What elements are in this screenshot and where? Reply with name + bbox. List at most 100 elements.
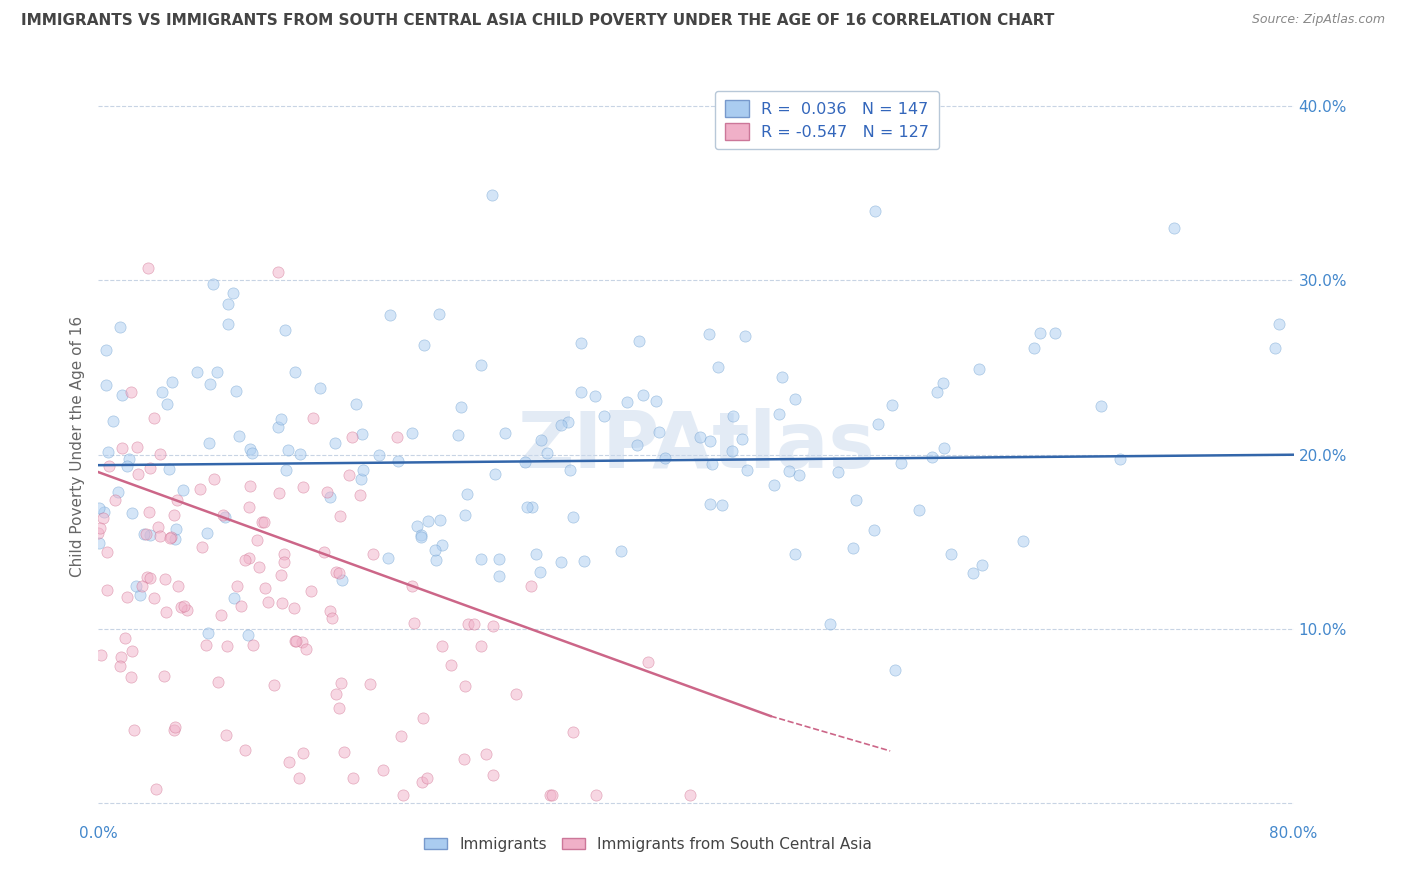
Point — [110, 649, 132, 664]
Point — [97, 444, 120, 458]
Y-axis label: Child Poverty Under the Age of 16: Child Poverty Under the Age of 16 — [69, 316, 84, 576]
Point — [145, 781, 167, 796]
Point — [273, 555, 295, 569]
Point — [170, 599, 193, 614]
Point — [225, 579, 247, 593]
Point — [411, 775, 433, 789]
Point — [239, 479, 262, 493]
Point — [454, 679, 477, 693]
Point — [325, 565, 347, 579]
Point — [1109, 452, 1132, 467]
Point — [593, 409, 616, 424]
Point — [236, 628, 259, 642]
Point — [256, 595, 278, 609]
Point — [134, 527, 156, 541]
Point — [453, 752, 475, 766]
Point — [367, 448, 389, 462]
Point — [299, 584, 322, 599]
Point — [387, 454, 409, 468]
Point — [173, 599, 195, 614]
Point — [96, 583, 118, 598]
Point — [215, 639, 238, 653]
Point — [339, 468, 361, 483]
Point — [699, 434, 721, 448]
Point — [457, 617, 479, 632]
Point — [166, 493, 188, 508]
Point — [342, 430, 364, 444]
Point — [385, 430, 409, 444]
Point — [456, 487, 478, 501]
Point — [572, 553, 595, 567]
Point — [166, 579, 188, 593]
Point — [377, 551, 399, 566]
Point — [125, 441, 148, 455]
Point — [488, 569, 510, 583]
Point — [330, 676, 353, 690]
Point — [229, 599, 252, 614]
Point — [450, 400, 472, 414]
Point — [120, 384, 142, 399]
Point — [138, 505, 160, 519]
Point — [389, 729, 412, 743]
Point — [108, 319, 131, 334]
Point — [401, 425, 423, 440]
Point — [252, 515, 274, 529]
Point — [562, 509, 585, 524]
Point — [143, 591, 166, 606]
Point — [94, 343, 117, 358]
Point — [239, 442, 262, 456]
Point — [214, 509, 236, 524]
Point — [447, 428, 470, 442]
Point — [124, 723, 146, 737]
Point — [520, 500, 543, 514]
Point — [1022, 341, 1045, 355]
Point — [228, 429, 250, 443]
Point — [186, 365, 208, 379]
Point — [129, 588, 152, 602]
Point — [425, 553, 447, 567]
Text: Source: ZipAtlas.com: Source: ZipAtlas.com — [1251, 13, 1385, 27]
Point — [932, 376, 955, 390]
Point — [302, 411, 325, 425]
Point — [270, 411, 292, 425]
Point — [884, 663, 907, 677]
Point — [283, 601, 305, 615]
Point — [541, 788, 564, 802]
Point — [142, 411, 165, 425]
Point — [205, 365, 228, 379]
Point — [731, 432, 754, 446]
Point — [654, 451, 676, 466]
Point — [197, 625, 219, 640]
Point — [571, 335, 593, 350]
Point — [482, 768, 505, 782]
Point — [107, 485, 129, 500]
Point — [197, 526, 219, 541]
Point — [328, 700, 350, 714]
Point — [569, 385, 592, 400]
Point — [1267, 317, 1289, 331]
Point — [329, 509, 352, 524]
Point — [967, 362, 990, 376]
Point — [405, 518, 427, 533]
Point — [114, 631, 136, 645]
Point — [558, 463, 581, 477]
Point — [202, 472, 225, 486]
Point — [200, 377, 222, 392]
Point — [267, 265, 290, 279]
Point — [702, 457, 724, 471]
Point — [115, 458, 138, 473]
Point — [454, 508, 477, 522]
Point — [89, 521, 111, 535]
Point — [890, 456, 912, 470]
Point — [770, 369, 793, 384]
Point — [430, 538, 453, 552]
Point — [215, 728, 238, 742]
Point — [562, 725, 585, 739]
Point — [330, 573, 353, 587]
Point — [190, 540, 212, 554]
Point — [157, 462, 180, 476]
Point — [361, 547, 384, 561]
Point — [908, 503, 931, 517]
Point — [284, 633, 307, 648]
Point — [224, 591, 246, 606]
